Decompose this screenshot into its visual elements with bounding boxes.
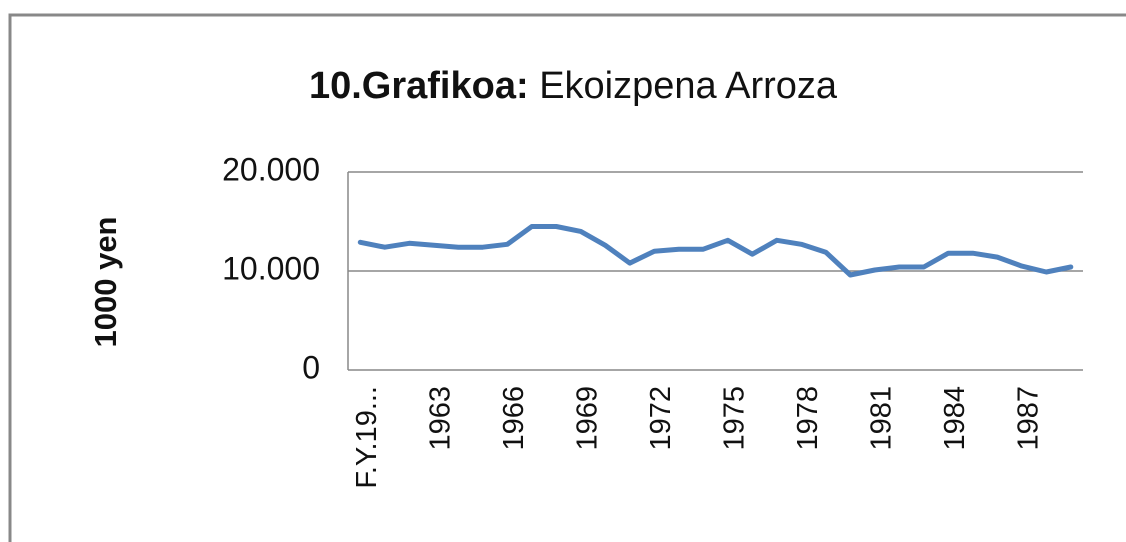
x-tick-label: 1984: [939, 386, 971, 451]
x-tick-label: 1969: [571, 386, 603, 451]
x-tick-label: 1987: [1012, 386, 1044, 451]
x-tick-label: 1972: [645, 386, 677, 451]
chart-title: 10.Grafikoa: Ekoizpena Arroza: [309, 65, 838, 107]
x-tick-label: 1963: [424, 386, 456, 451]
x-tick-label: 1981: [865, 386, 897, 451]
title-text: Ekoizpena Arroza: [539, 65, 838, 107]
line-series: [357, 224, 1074, 278]
y-tick-label: 10.000: [222, 250, 320, 286]
y-axis-label: 1000 yen: [88, 217, 123, 348]
x-tick-label: F.Y.19...: [351, 386, 383, 489]
x-tick-label: 1978: [792, 386, 824, 451]
y-tick-label: 0: [302, 349, 320, 385]
frame: [8, 13, 1126, 542]
x-tick-label: 1966: [498, 386, 530, 451]
title-bold: 10.Grafikoa:: [309, 65, 529, 107]
y-tick-label: 20.000: [222, 151, 320, 187]
x-tick-label: 1975: [718, 386, 750, 451]
